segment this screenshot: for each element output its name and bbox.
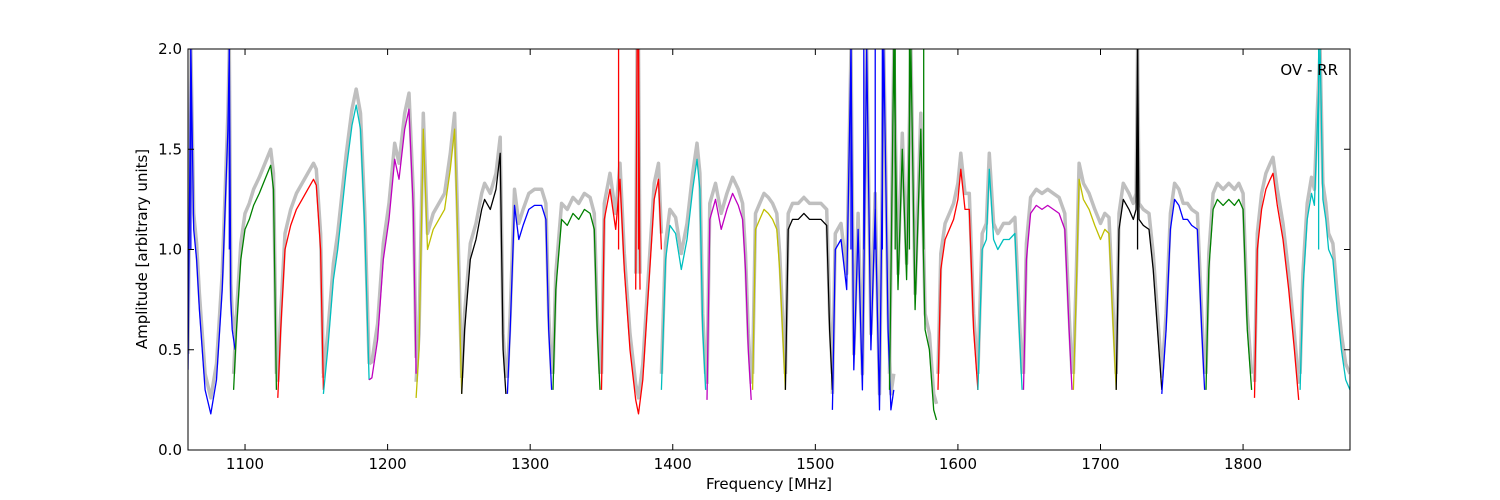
- x-tick-label: 1300: [511, 455, 549, 473]
- background-trace: [1160, 181, 1207, 378]
- x-tick-label: 1600: [939, 455, 977, 473]
- y-tick-label: 2.0: [158, 40, 182, 58]
- band-series-line: [1253, 172, 1300, 400]
- x-tick-label: 1400: [654, 455, 692, 473]
- background-trace: [599, 161, 664, 400]
- y-tick-label: 1.0: [158, 241, 182, 259]
- band-series-line: [784, 212, 834, 390]
- band-series-line: [635, 49, 641, 290]
- x-axis-label: Frequency [MHz]: [706, 475, 832, 493]
- band-series-line: [1072, 178, 1117, 390]
- background-trace: [1114, 49, 1164, 374]
- band-series-line: [977, 168, 1023, 390]
- y-tick-label: 0.5: [158, 341, 182, 359]
- chart-annotation: OV - RR: [1280, 61, 1338, 79]
- band-series-line: [552, 208, 601, 390]
- x-tick-label: 1200: [369, 455, 407, 473]
- band-series-line: [188, 49, 236, 415]
- y-axis-label: Amplitude [arbitrary units]: [133, 149, 151, 349]
- band-series-line: [937, 168, 979, 390]
- band-series-line: [232, 164, 278, 390]
- band-series-line: [1299, 49, 1350, 391]
- background-trace: [276, 161, 326, 382]
- band-series-line: [831, 49, 895, 411]
- band-series-line: [368, 108, 417, 381]
- band-series-line: [1022, 204, 1073, 390]
- background-trace: [1252, 155, 1301, 384]
- band-series-line: [1115, 49, 1163, 390]
- band-series-line: [506, 204, 553, 394]
- background-trace: [321, 87, 371, 378]
- band-series-line: [1161, 198, 1206, 394]
- background-trace: [750, 191, 788, 374]
- background-trace: [231, 147, 279, 374]
- band-series-line: [600, 178, 663, 415]
- band-series-line: [660, 158, 707, 390]
- band-series-line: [415, 128, 463, 398]
- x-tick-label: 1500: [796, 455, 834, 473]
- band-series-line: [322, 104, 370, 394]
- band-series-line: [1205, 198, 1253, 390]
- ticks-layer: 1100 1200 1300 1400 1500 1600 1700 1800 0.0 0.5 1.…: [158, 40, 1350, 473]
- y-tick-label: 1.5: [158, 140, 182, 158]
- x-tick-label: 1800: [1224, 455, 1262, 473]
- band-series-line: [751, 208, 787, 390]
- x-tick-label: 1100: [226, 455, 264, 473]
- y-tick-label: 0.0: [158, 441, 182, 459]
- band-series-line: [277, 178, 325, 398]
- band-series-line: [461, 152, 507, 394]
- series-layer: [188, 49, 1350, 421]
- x-tick-label: 1700: [1081, 455, 1119, 473]
- background-trace: [1021, 187, 1074, 374]
- background-trace: [976, 151, 1024, 374]
- band-series-line: [888, 49, 938, 421]
- band-series-line: [706, 192, 752, 400]
- background-trace: [368, 91, 418, 366]
